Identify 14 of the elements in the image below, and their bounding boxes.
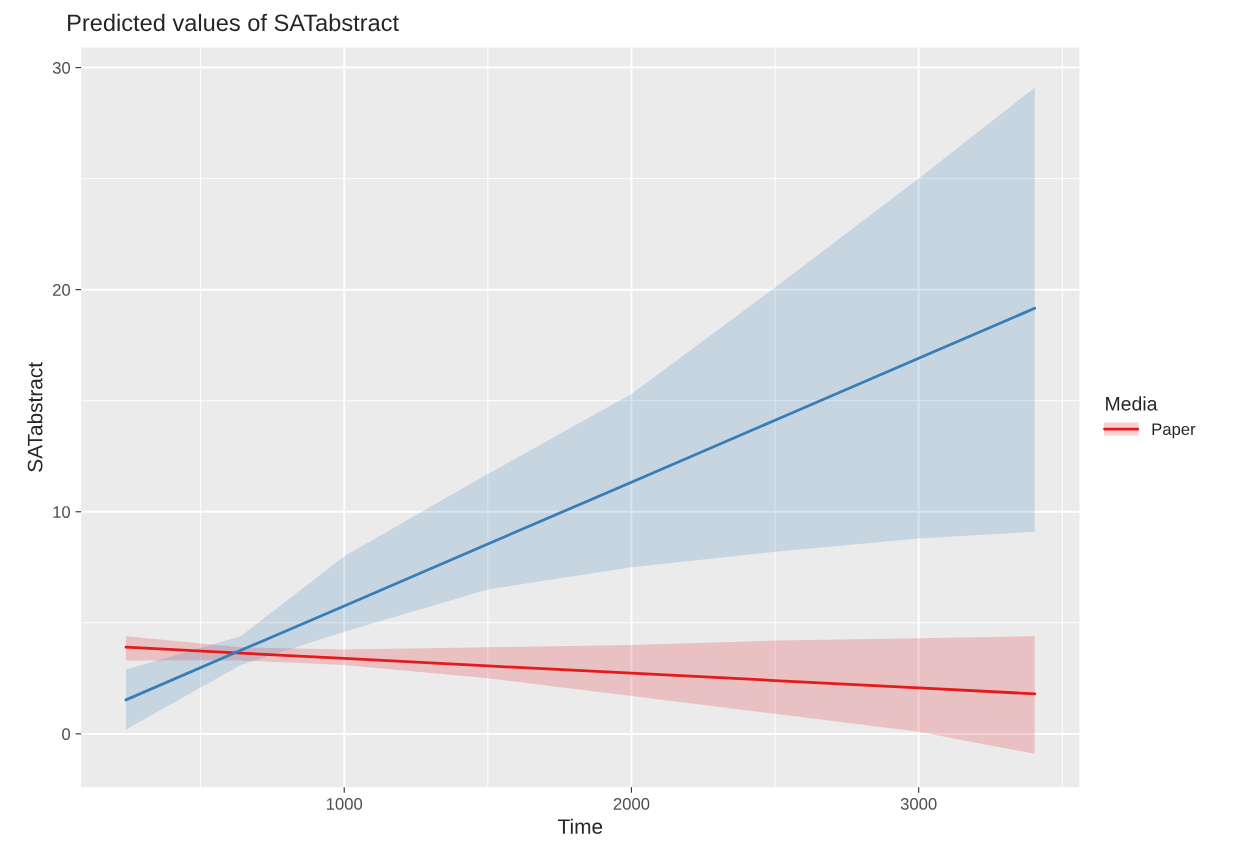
y-tick-label: 30 [52,61,71,74]
x-tick-label: 3000 [900,798,937,810]
line-series [124,645,1037,696]
y-tick-label: 0 [62,728,71,741]
line-series [124,306,1037,702]
x-tick-label: 2000 [613,798,650,810]
y-tick-label: 10 [53,506,71,518]
chart-title: Predicted values of SATabstract [68,13,399,32]
legend-title: Media [1106,396,1158,411]
x-tick-label: 1000 [326,798,363,810]
x-axis-title: Time [558,818,603,834]
legend-label: Paper [1152,423,1196,439]
y-axis-title: SATabstract [27,362,43,472]
y-tick-label: 20 [53,284,71,296]
